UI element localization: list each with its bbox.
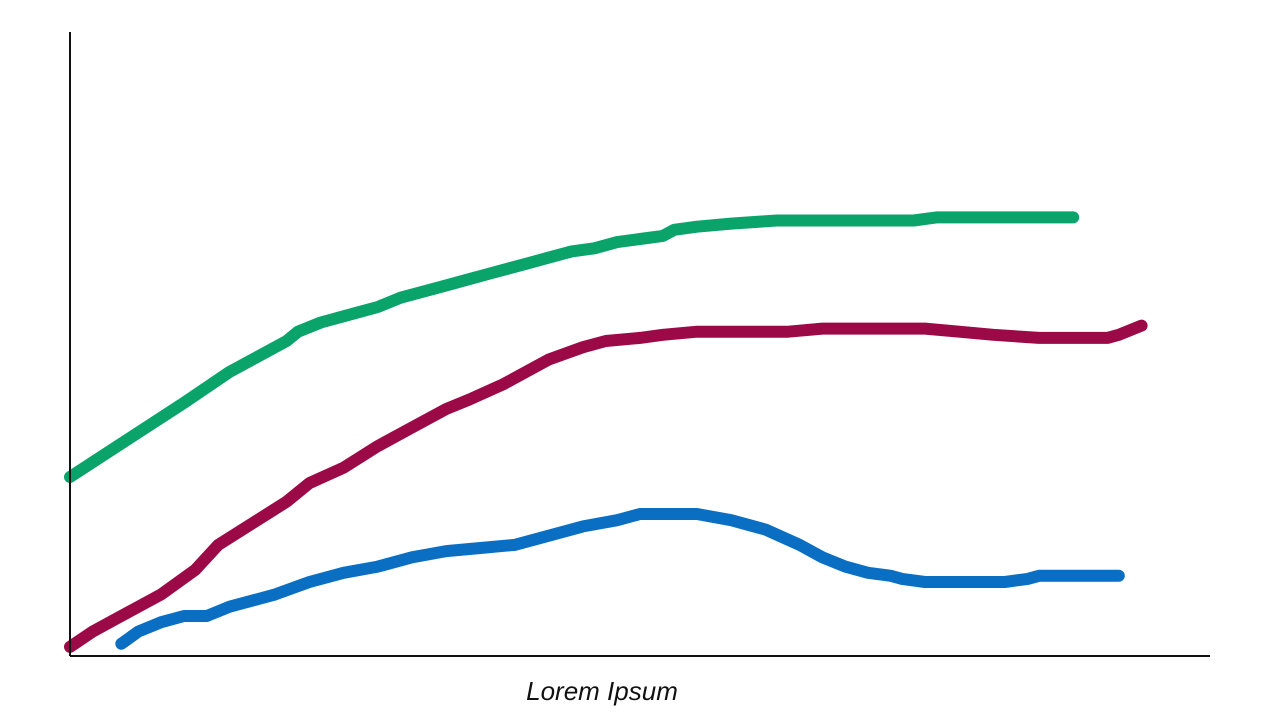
series-line-3: [115, 508, 1125, 650]
x-axis-label: Lorem Ipsum: [526, 676, 678, 706]
series-line-1: [64, 211, 1080, 483]
series-line-2: [64, 319, 1148, 653]
series-layer: [64, 211, 1148, 653]
